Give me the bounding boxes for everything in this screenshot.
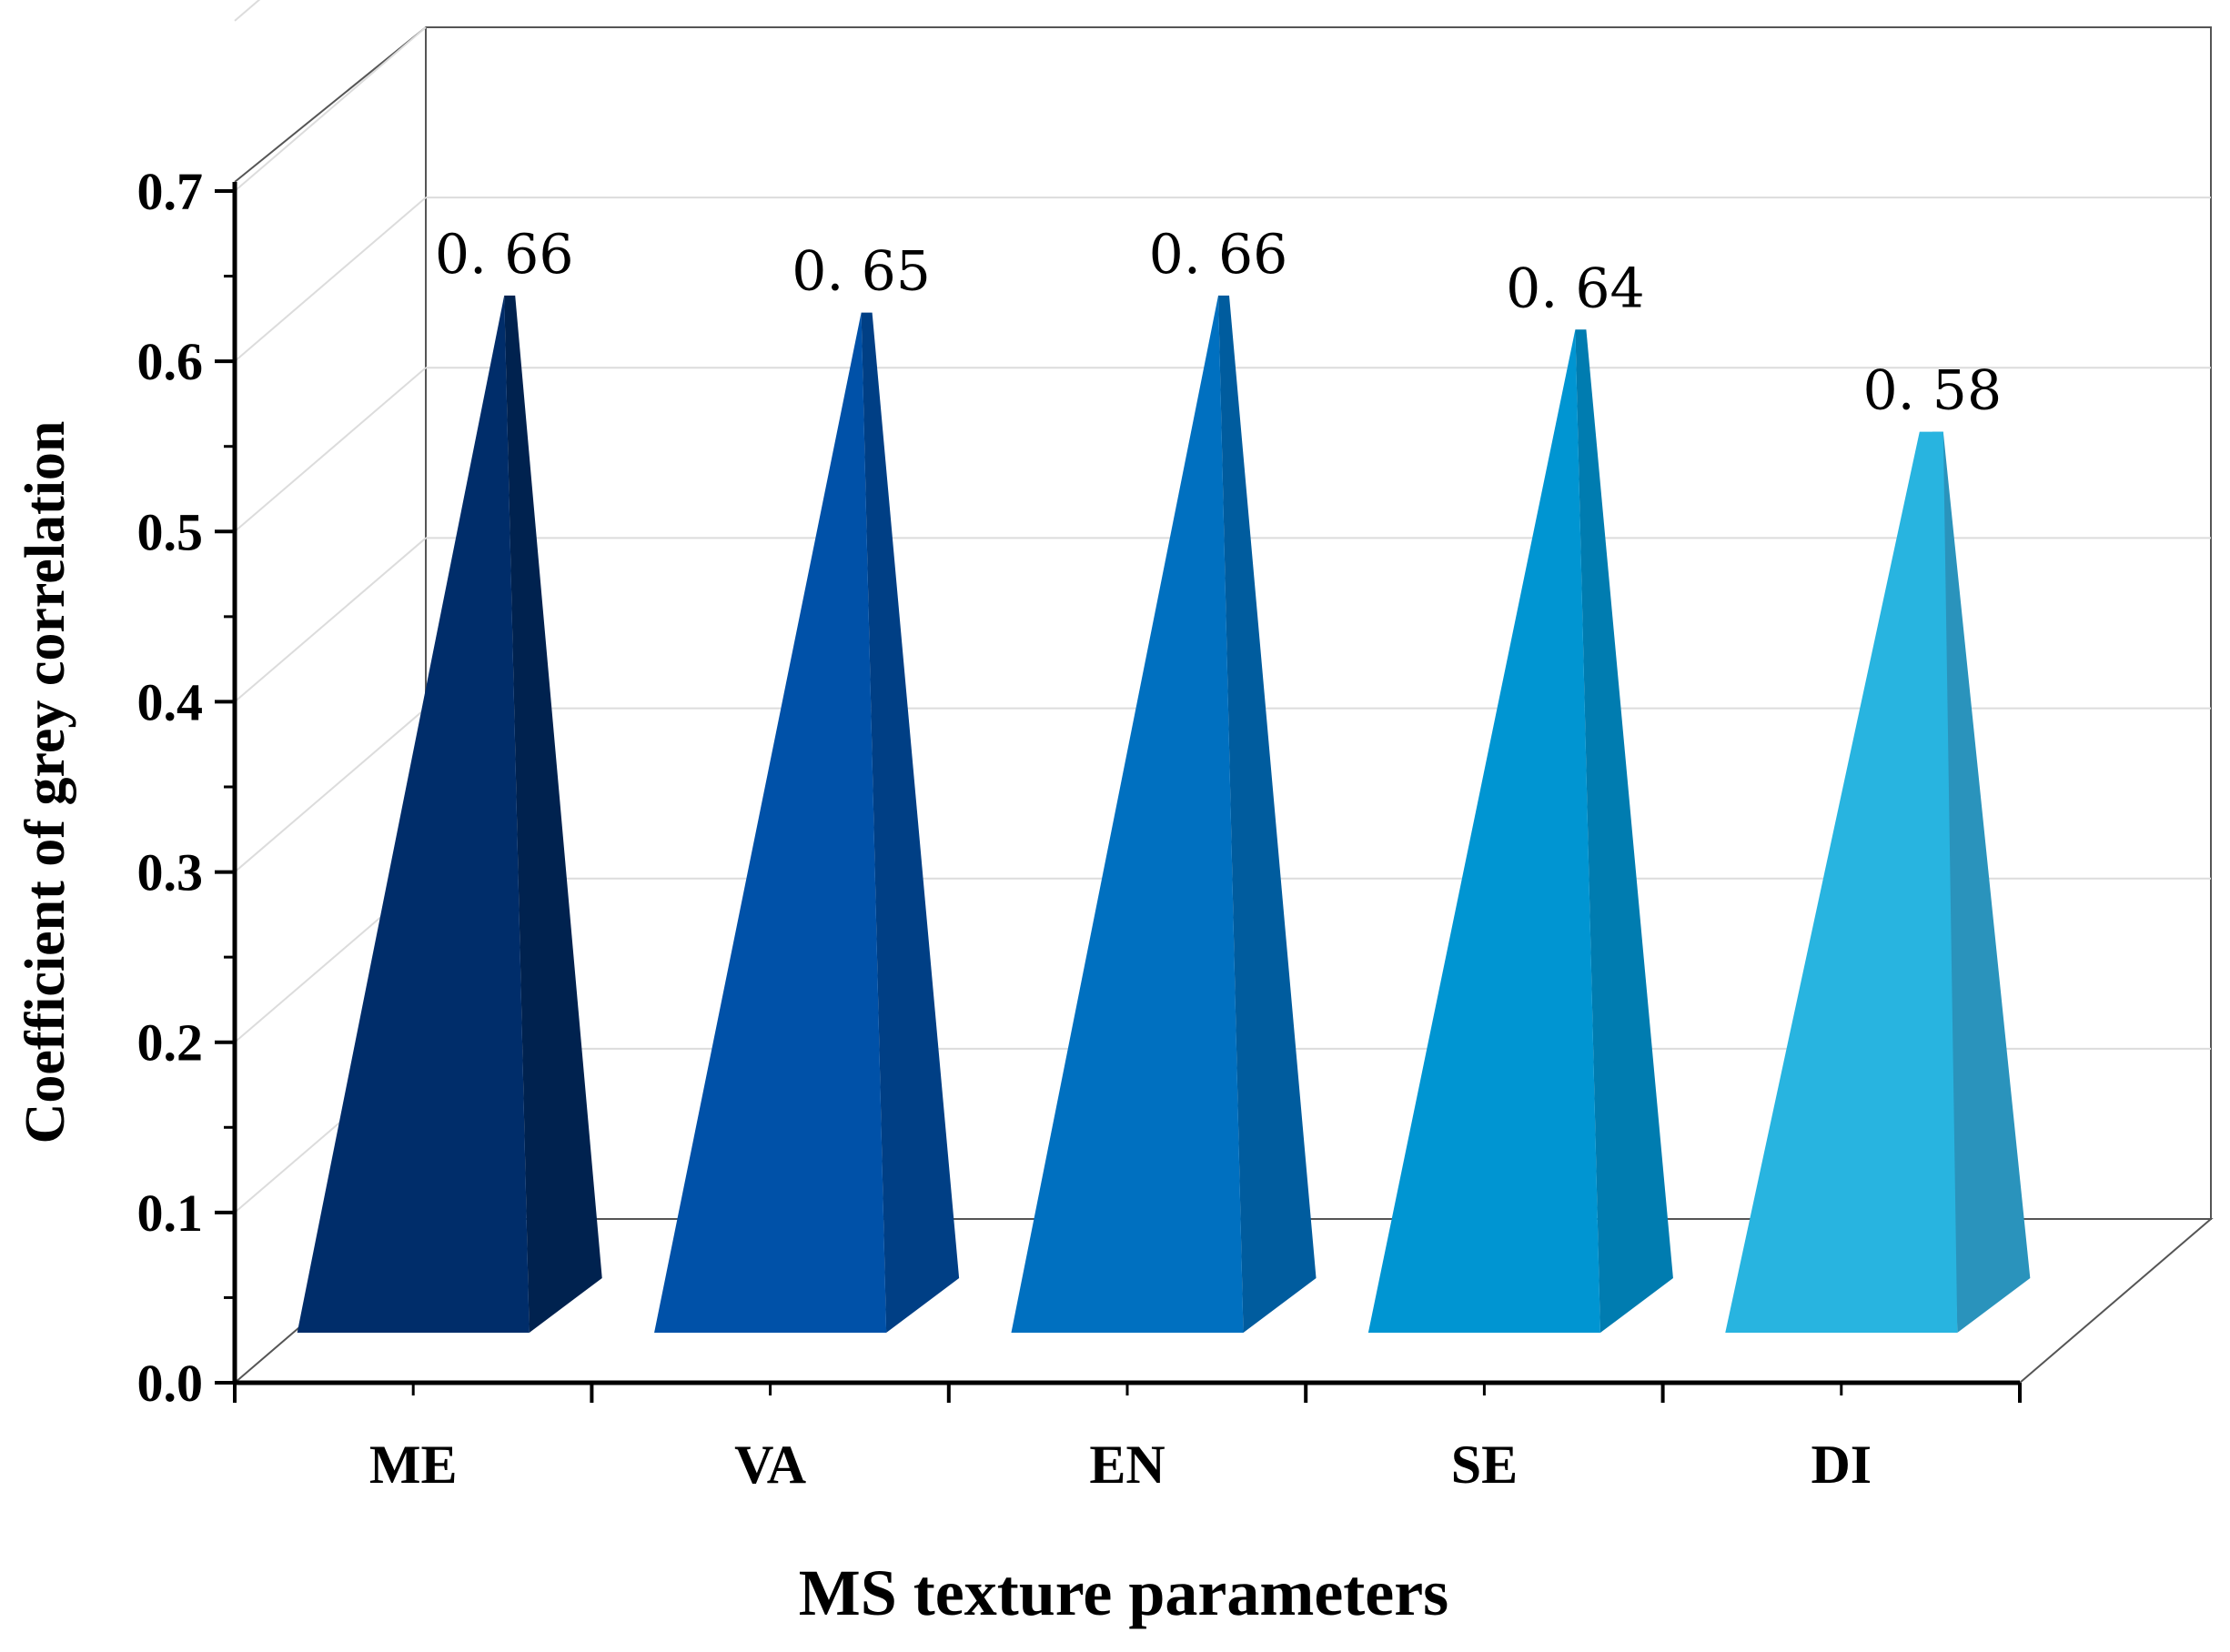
bar-me: [297, 295, 602, 1333]
bar-front-face: [297, 295, 530, 1333]
x-axis: ME VA EN SE DI: [233, 1380, 2022, 1495]
x-tick-label: VA: [734, 1435, 806, 1495]
y-axis: 0.0 0.1 0.2 0.3 0.4 0.5 0.6 0.7: [137, 162, 237, 1413]
gridline-side: [234, 0, 261, 22]
x-tick-label: ME: [369, 1435, 458, 1495]
data-labels: 0. 66 0. 65 0. 66 0. 64 0. 58: [435, 223, 2002, 423]
y-tick-label: 0.4: [137, 672, 204, 731]
y-tick-label: 0.6: [137, 332, 204, 391]
y-tick-label: 0.3: [137, 843, 204, 902]
x-tick-label: EN: [1089, 1435, 1165, 1495]
bar-se: [1367, 329, 1673, 1334]
y-tick-label: 0.0: [137, 1354, 204, 1413]
data-label: 0. 64: [1506, 257, 1645, 320]
y-tick-label: 0.2: [137, 1013, 204, 1073]
gridline-side: [234, 707, 427, 873]
y-axis-title: Coefficient of grey correlation: [15, 421, 76, 1144]
data-label: 0. 58: [1862, 359, 2002, 423]
side-wall: [234, 26, 427, 183]
bar-front-face: [1367, 329, 1600, 1334]
gridline-side: [234, 196, 427, 362]
bar-va: [654, 312, 960, 1334]
bars: [297, 295, 2031, 1334]
gridline-side: [234, 26, 427, 192]
bar-front-face: [1011, 295, 1244, 1333]
x-tick-label: DI: [1811, 1435, 1872, 1495]
bar-side-face: [861, 312, 960, 1334]
side-wall-top-edge: [234, 26, 427, 183]
bar-front-face: [654, 312, 887, 1334]
gridline-side: [234, 537, 427, 703]
data-label: 0. 66: [1149, 223, 1288, 287]
bar-side-face: [1932, 431, 2031, 1334]
y-tick-label: 0.1: [137, 1184, 204, 1243]
bar-di: [1725, 431, 2031, 1334]
bar-side-face: [504, 295, 602, 1333]
x-tick-label: SE: [1451, 1435, 1518, 1495]
bar-side-face: [1575, 329, 1673, 1334]
data-label: 0. 66: [435, 223, 574, 287]
bar-side-face: [1218, 295, 1317, 1333]
y-tick-label: 0.5: [137, 502, 204, 561]
bar-en: [1011, 295, 1317, 1333]
x-axis-title: MS texture parameters: [799, 1556, 1448, 1629]
y-tick-label: 0.7: [137, 162, 204, 221]
gridline-side: [234, 367, 427, 533]
bar-front-face: [1725, 431, 1958, 1334]
data-label: 0. 65: [792, 240, 931, 304]
